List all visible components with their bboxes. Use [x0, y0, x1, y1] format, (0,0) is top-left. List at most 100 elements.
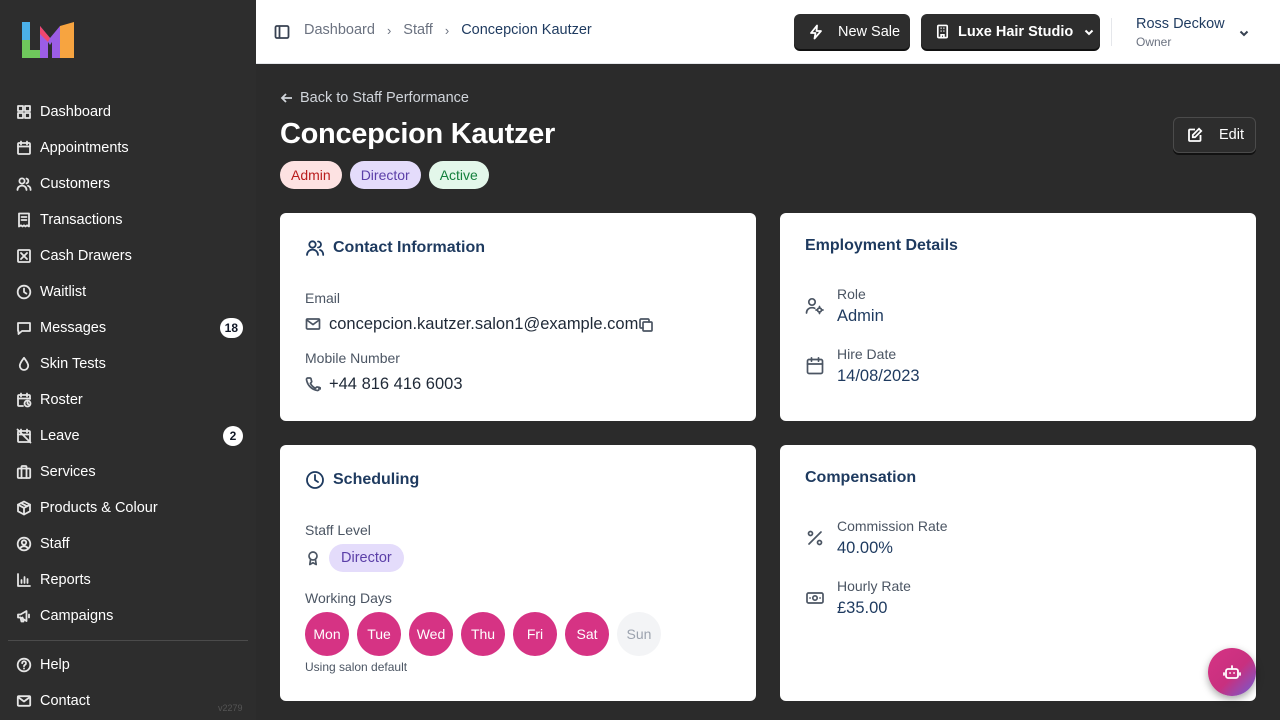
- lightning-icon: [810, 24, 822, 39]
- chevron-right-icon: ›: [386, 22, 392, 38]
- calendar-icon: [805, 356, 825, 376]
- day-mon[interactable]: Mon: [305, 612, 349, 656]
- copy-icon[interactable]: [638, 317, 654, 333]
- package-icon: [16, 500, 32, 516]
- sidebar-item-label: Contact: [40, 693, 90, 709]
- sidebar-item-label: Leave: [40, 428, 80, 444]
- page-title: Concepcion Kautzer: [280, 118, 555, 150]
- sidebar: Dashboard Appointments Customers Transac…: [0, 0, 256, 720]
- sidebar-item-messages[interactable]: Messages 18: [8, 310, 248, 346]
- award-icon: [305, 550, 321, 566]
- edit-icon: [1188, 127, 1203, 142]
- user-menu[interactable]: Ross Deckow Owner: [1136, 16, 1225, 49]
- sidebar-item-label: Services: [40, 464, 96, 480]
- breadcrumb-dashboard[interactable]: Dashboard: [304, 22, 375, 38]
- card-title: Employment Details: [805, 237, 958, 254]
- role-label: Role: [837, 286, 866, 302]
- sidebar-item-label: Cash Drawers: [40, 248, 132, 264]
- sidebar-item-customers[interactable]: Customers: [8, 166, 248, 202]
- sidebar-divider: [8, 640, 248, 641]
- sidebar-item-campaigns[interactable]: Campaigns: [8, 598, 248, 634]
- sidebar-item-label: Reports: [40, 572, 91, 588]
- calendar-clock-icon: [16, 392, 32, 408]
- day-sun[interactable]: Sun: [617, 612, 661, 656]
- clock-icon: [16, 284, 32, 300]
- sidebar-item-dashboard[interactable]: Dashboard: [8, 94, 248, 130]
- staff-level-label: Staff Level: [305, 522, 371, 538]
- sidebar-item-skin-tests[interactable]: Skin Tests: [8, 346, 248, 382]
- hire-date-value: 14/08/2023: [837, 367, 920, 385]
- breadcrumb-staff[interactable]: Staff: [403, 22, 433, 38]
- sidebar-item-label: Products & Colour: [40, 500, 158, 516]
- day-fri[interactable]: Fri: [513, 612, 557, 656]
- mail-icon: [16, 693, 32, 709]
- mobile-label: Mobile Number: [305, 350, 400, 366]
- calendar-off-icon: [16, 428, 32, 444]
- sidebar-item-services[interactable]: Services: [8, 454, 248, 490]
- phone-icon: [305, 376, 322, 392]
- sidebar-item-label: Transactions: [40, 212, 123, 228]
- sidebar-item-label: Customers: [40, 176, 111, 192]
- sidebar-item-waitlist[interactable]: Waitlist: [8, 274, 248, 310]
- breadcrumb: Dashboard › Staff › Concepcion Kautzer: [304, 22, 592, 38]
- day-thu[interactable]: Thu: [461, 612, 505, 656]
- user-role: Owner: [1136, 35, 1172, 49]
- arrow-left-icon: [280, 93, 292, 103]
- sidebar-item-cash-drawers[interactable]: Cash Drawers: [8, 238, 248, 274]
- clock-icon: [305, 470, 325, 490]
- sidebar-item-leave[interactable]: Leave 2: [8, 418, 248, 454]
- sidebar-item-label: Roster: [40, 392, 83, 408]
- salon-selector[interactable]: Luxe Hair Studio: [921, 14, 1100, 49]
- bar-chart-icon: [16, 572, 32, 588]
- sidebar-item-label: Appointments: [40, 140, 129, 156]
- sidebar-toggle-icon[interactable]: [274, 24, 290, 40]
- calendar-icon: [16, 140, 32, 156]
- top-header: Dashboard › Staff › Concepcion Kautzer N…: [256, 0, 1280, 64]
- staff-level-badge: Director: [329, 544, 404, 572]
- back-link-label: Back to Staff Performance: [300, 90, 469, 106]
- card-title: Scheduling: [333, 471, 420, 488]
- card-title: Contact Information: [333, 239, 485, 256]
- new-sale-button[interactable]: New Sale: [794, 14, 910, 49]
- sidebar-item-appointments[interactable]: Appointments: [8, 130, 248, 166]
- hire-date-label: Hire Date: [837, 346, 897, 362]
- receipt-icon: [16, 212, 32, 228]
- day-wed[interactable]: Wed: [409, 612, 453, 656]
- hourly-rate-label: Hourly Rate: [837, 578, 911, 594]
- new-sale-label: New Sale: [838, 23, 901, 40]
- contact-information-card: Contact Information Email concepcion.kau…: [280, 213, 756, 421]
- sidebar-item-contact[interactable]: Contact: [8, 683, 248, 719]
- mail-icon: [305, 316, 321, 332]
- day-sat[interactable]: Sat: [565, 612, 609, 656]
- user-cog-icon: [805, 296, 825, 316]
- edit-button[interactable]: Edit: [1173, 117, 1256, 153]
- sidebar-nav: Dashboard Appointments Customers Transac…: [8, 94, 248, 634]
- user-circle-icon: [16, 536, 32, 552]
- sidebar-item-roster[interactable]: Roster: [8, 382, 248, 418]
- sidebar-item-help[interactable]: Help: [8, 647, 248, 683]
- hourly-rate-value: £35.00: [837, 599, 888, 617]
- working-days-label: Working Days: [305, 590, 392, 606]
- working-days-note: Using salon default: [305, 660, 408, 674]
- email-value: concepcion.kautzer.salon1@example.com: [329, 315, 639, 333]
- header-divider: [1111, 18, 1112, 46]
- role-value: Admin: [837, 307, 884, 325]
- employment-details-card: Employment Details Role Admin Hire Date …: [780, 213, 1256, 421]
- sidebar-item-label: Skin Tests: [40, 356, 106, 372]
- day-tue[interactable]: Tue: [357, 612, 401, 656]
- sidebar-item-staff[interactable]: Staff: [8, 526, 248, 562]
- sidebar-item-products-colour[interactable]: Products & Colour: [8, 490, 248, 526]
- chevron-down-icon[interactable]: [1238, 26, 1250, 38]
- bot-icon: [1223, 665, 1241, 679]
- app-logo[interactable]: [20, 20, 76, 60]
- back-link[interactable]: Back to Staff Performance: [280, 90, 469, 106]
- sidebar-item-transactions[interactable]: Transactions: [8, 202, 248, 238]
- messages-count-badge: 18: [219, 318, 243, 338]
- banknote-icon: [805, 588, 825, 608]
- app-version: v2279: [218, 703, 243, 713]
- building-icon: [935, 24, 950, 39]
- assistant-button[interactable]: [1208, 648, 1256, 696]
- percent-icon: [805, 528, 825, 548]
- director-badge: Director: [349, 161, 421, 189]
- sidebar-item-reports[interactable]: Reports: [8, 562, 248, 598]
